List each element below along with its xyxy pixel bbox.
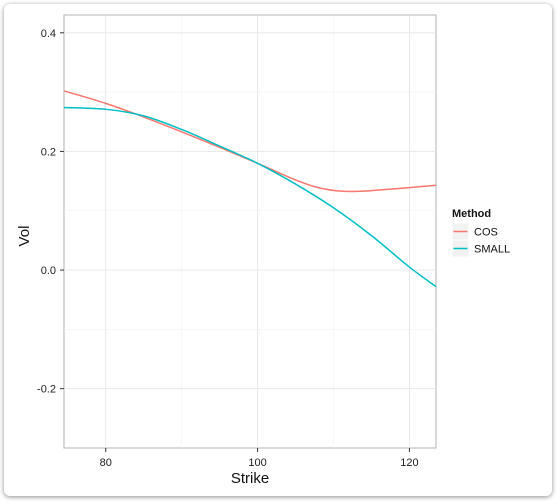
legend-items: COS SMALL <box>451 222 510 258</box>
x-axis: 80 100 120 <box>100 448 419 469</box>
y-tick-label: 0.2 <box>41 146 56 158</box>
y-tick-label: 0.0 <box>41 265 56 277</box>
y-tick-label: 0.4 <box>41 28 56 40</box>
x-tick-label: 100 <box>248 457 266 469</box>
grid-minor <box>64 15 436 448</box>
legend-label: SMALL <box>474 244 510 256</box>
x-tick-label: 80 <box>100 457 112 469</box>
plot-panel <box>63 14 437 449</box>
y-axis-title: Vol <box>16 226 33 247</box>
legend-label: COS <box>474 227 498 239</box>
x-axis-title: Strike <box>231 470 269 487</box>
legend-item-cos: COS <box>451 222 498 241</box>
x-tick-label: 120 <box>400 457 418 469</box>
y-axis: -0.2 0.0 0.2 0.4 <box>37 28 64 396</box>
series-line-cos <box>63 90 437 193</box>
y-tick-label: -0.2 <box>37 384 56 396</box>
series-line-small <box>63 106 437 288</box>
legend: Method COS SMALL <box>451 208 510 258</box>
legend-title: Method <box>452 208 491 220</box>
grid-major <box>64 15 436 448</box>
series-layer <box>63 90 437 288</box>
legend-item-small: SMALL <box>451 239 510 258</box>
